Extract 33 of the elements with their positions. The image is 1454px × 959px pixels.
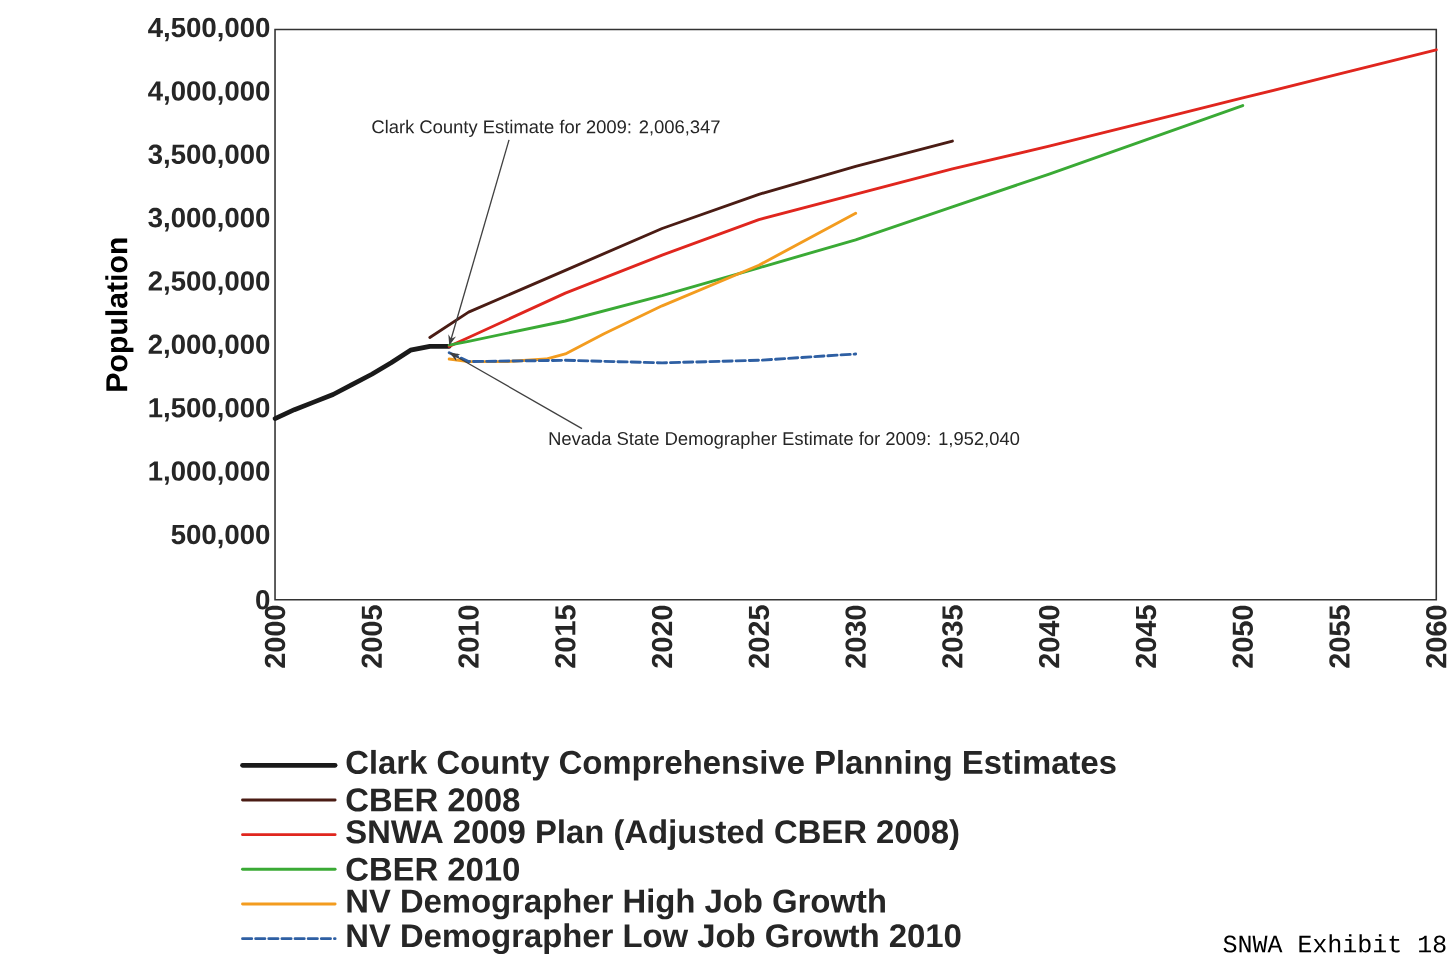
legend-label: NV Demographer Low Job Growth 2010 (347, 923, 961, 954)
y-tick-label: 1,000,000 (149, 461, 270, 485)
legend-label: CBER 2010 (346, 857, 519, 881)
y-tick-label: 4,000,000 (148, 80, 270, 105)
x-tick-label: 2040 (1038, 605, 1060, 668)
y-tick-label: 2,000,000 (148, 334, 270, 358)
legend-label: SNWA 2009 Plan (Adjusted CBER 2008) (346, 819, 959, 850)
x-tick-label: 2015 (555, 605, 576, 668)
line-series (428, 139, 954, 339)
x-tick-label: 2050 (1232, 605, 1253, 668)
x-tick-label: 2045 (1135, 605, 1157, 668)
x-tick-label: 2025 (748, 605, 770, 668)
x-tick-label: 2005 (361, 605, 383, 668)
x-tick-label: 2035 (942, 605, 963, 668)
y-tick-label: 2,500,000 (148, 271, 270, 295)
y-tick-label: 3,000,000 (148, 207, 270, 232)
text: SNWA Exhibit 18 (1223, 934, 1446, 953)
legend-label: Clark County Comprehensive Planning Estimates (346, 749, 1116, 781)
y-tick-label: 3,500,000 (148, 144, 270, 168)
y-tick-label: 500,000 (171, 524, 270, 549)
x-tick-label: 2060 (1426, 605, 1447, 668)
x-tick-label: 2055 (1329, 605, 1350, 668)
line-series (447, 351, 858, 365)
x-tick-label: 2010 (458, 605, 479, 668)
legend-label: CBER 2008 (346, 788, 520, 812)
legend-label: NV Demographer High Job Growth (347, 888, 885, 920)
y-tick-label: 4,500,000 (148, 17, 270, 42)
x-tick-label: 2020 (651, 605, 673, 668)
y-tick-label: 1,500,000 (149, 397, 270, 422)
annotation: Clark County Estimate for 2009: 2,006,347 (372, 119, 720, 137)
y-axis-title: Population (105, 238, 134, 391)
x-tick-label: 2030 (845, 605, 866, 668)
annotation: Nevada State Demographer Estimate for 2009: 1,952,040 (549, 431, 1020, 449)
